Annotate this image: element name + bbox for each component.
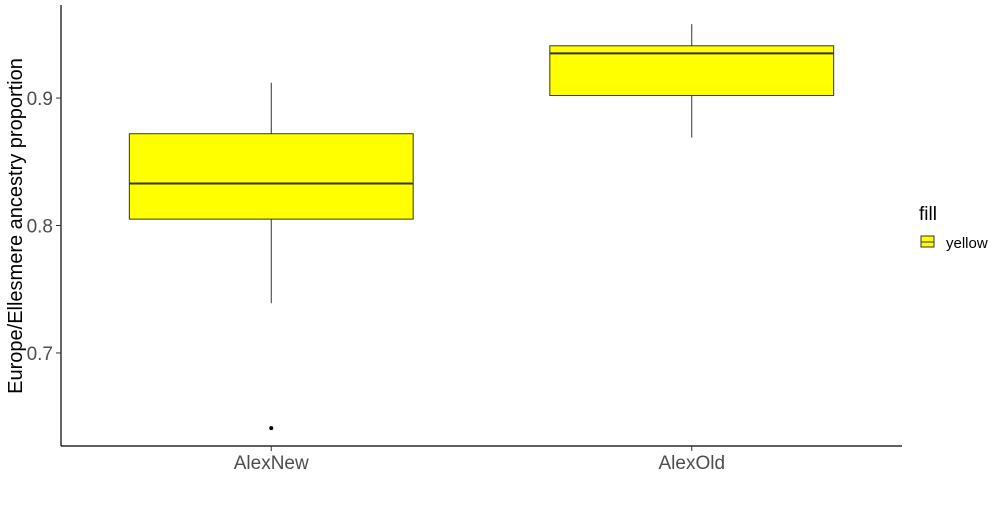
y-tick-label: 0.7 [27, 344, 53, 365]
boxes-layer [128, 24, 835, 431]
legend-key [920, 235, 935, 248]
legend-title: fill [919, 204, 937, 225]
outlier-point [269, 426, 274, 431]
y-tick-label: 0.8 [27, 217, 53, 238]
box-group-alexnew [128, 82, 414, 431]
box-group-alexold [549, 24, 835, 138]
y-tick-label: 0.9 [27, 89, 53, 110]
x-tick-label: AlexOld [658, 453, 725, 474]
legend: fill yellow [919, 204, 988, 252]
axes-layer: 0.7 0.8 0.9 AlexNew AlexOld [27, 5, 902, 474]
y-axis-title: Europe/Ellesmere ancestry proportion [5, 58, 27, 394]
legend-entry-label: yellow [946, 235, 988, 252]
box-iqr [128, 133, 414, 220]
x-tick-label: AlexNew [234, 453, 309, 474]
